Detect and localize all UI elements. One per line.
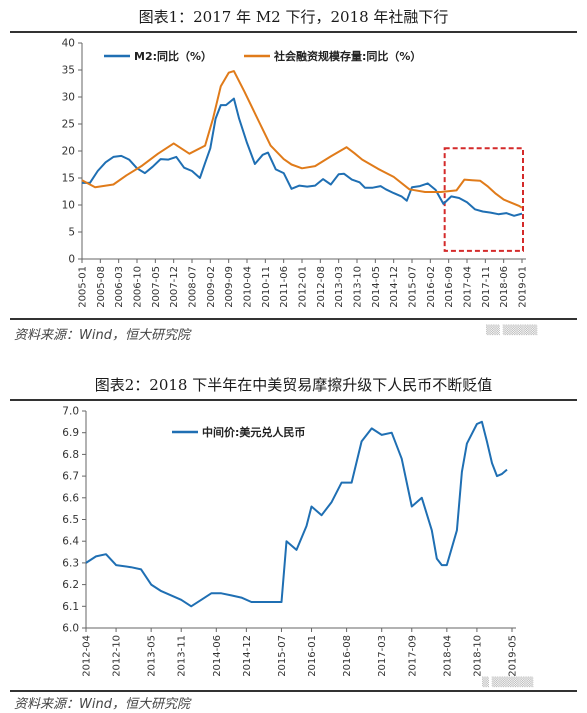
x-tick-label: 2010-11 bbox=[261, 266, 272, 308]
chart-panel-1: 图表1：2017 年 M2 下行，2018 年社融下行 0 5 10 15 20 25 30… bbox=[0, 0, 587, 352]
x-tick-label: 2012-01 bbox=[298, 266, 309, 308]
chart-2-plot: 6.0 6.1 6.2 6.3 6.4 6.5 6.6 6.7 6.8 6.9 7.0 2012-04… bbox=[62, 406, 519, 677]
y-tick-label: 40 bbox=[62, 38, 75, 50]
x-tick-label: 2019-01 bbox=[518, 266, 529, 308]
x-tick-label: 2011-06 bbox=[279, 266, 290, 308]
x-tick-label: 2016-01 bbox=[307, 635, 318, 677]
x-tick-label: 2006-03 bbox=[114, 266, 125, 308]
series-line-1 bbox=[82, 97, 523, 217]
y-tick-label: 6.8 bbox=[62, 449, 79, 461]
legend-label-2: 社会融资规模存量:同比（%） bbox=[273, 49, 421, 63]
x-tick-label: 2007-05 bbox=[151, 266, 162, 308]
legend-label-1: 中间价:美元兑人民币 bbox=[202, 425, 305, 439]
chart-2-source: 资料来源：Wind，恒大研究院 bbox=[14, 697, 190, 712]
x-tick-label: 2015-07 bbox=[277, 635, 288, 677]
chart-1-top-rule bbox=[10, 31, 577, 33]
x-tick-label: 2017-09 bbox=[407, 635, 418, 677]
x-tick-label: 2018-04 bbox=[442, 635, 453, 677]
x-tick-label: 2008-07 bbox=[188, 266, 199, 308]
x-tick-label: 2010-04 bbox=[243, 266, 254, 308]
y-tick-label: 6.4 bbox=[62, 536, 79, 548]
x-tick-label: 2005-08 bbox=[96, 266, 107, 308]
y-tick-label: 6.9 bbox=[62, 427, 79, 439]
x-tick-label: 2013-03 bbox=[334, 266, 345, 308]
x-tick-label: 2014-05 bbox=[371, 266, 382, 308]
series-line-1 bbox=[85, 420, 508, 608]
legend-label-1: M2:同比（%） bbox=[134, 49, 212, 63]
x-tick-label: 2009-02 bbox=[206, 266, 217, 308]
series-line-2 bbox=[81, 70, 523, 209]
y-tick-label: 6.3 bbox=[62, 557, 79, 569]
x-tick-label: 2017-03 bbox=[377, 635, 388, 677]
y-tick-label: 6.5 bbox=[62, 514, 79, 526]
x-tick-label: 2014-12 bbox=[242, 635, 253, 677]
chart-2-title: 图表2：2018 下半年在中美贸易摩擦升级下人民币不断贬值 bbox=[94, 376, 493, 394]
y-tick-label: 6.0 bbox=[62, 623, 79, 635]
x-tick-label: 2017-11 bbox=[481, 266, 492, 308]
watermark-2: ▒ ▒▒▒▒▒▒ bbox=[482, 678, 534, 688]
x-tick-label: 2013-11 bbox=[177, 635, 188, 677]
x-tick-label: 2009-09 bbox=[224, 266, 235, 308]
y-tick-label: 5 bbox=[68, 227, 75, 239]
x-tick-label: 2005-01 bbox=[78, 266, 89, 308]
y-tick-label: 6.7 bbox=[62, 471, 79, 483]
x-tick-label: 2016-09 bbox=[444, 266, 455, 308]
x-tick-label: 2017-04 bbox=[463, 266, 474, 308]
x-tick-label: 2015-07 bbox=[408, 266, 419, 308]
chart-1-plot: 0 5 10 15 20 25 30 35 40 2005-01 2005-08 2006-03 200… bbox=[62, 38, 529, 308]
x-tick-label: 2018-06 bbox=[499, 266, 510, 308]
chart-2-top-rule bbox=[10, 399, 577, 401]
y-tick-label: 35 bbox=[62, 65, 75, 77]
y-tick-label: 0 bbox=[68, 254, 75, 266]
x-tick-label: 2018-10 bbox=[472, 635, 483, 677]
chart-panel-2: 图表2：2018 下半年在中美贸易摩擦升级下人民币不断贬值 6.0 6.1 6.2 6… bbox=[0, 368, 587, 713]
y-tick-label: 6.2 bbox=[62, 579, 79, 591]
chart-1-title: 图表1：2017 年 M2 下行，2018 年社融下行 bbox=[138, 8, 449, 26]
y-tick-label: 15 bbox=[62, 173, 75, 185]
watermark-1: ▒▒ ▒▒▒▒▒ bbox=[486, 326, 538, 336]
y-tick-label: 10 bbox=[62, 200, 75, 212]
x-tick-label: 2007-12 bbox=[169, 266, 180, 308]
x-tick-label: 2019-05 bbox=[508, 635, 519, 677]
y-tick-label: 7.0 bbox=[62, 406, 79, 418]
chart-2-bottom-rule bbox=[10, 690, 577, 692]
x-tick-label: 2014-12 bbox=[389, 266, 400, 308]
x-tick-label: 2013-10 bbox=[353, 266, 364, 308]
x-tick-label: 2016-08 bbox=[342, 635, 353, 677]
x-tick-label: 2014-06 bbox=[212, 635, 223, 677]
chart-1-bottom-rule bbox=[10, 318, 577, 320]
y-tick-label: 20 bbox=[62, 146, 75, 158]
x-tick-label: 2006-10 bbox=[133, 266, 144, 308]
y-tick-label: 25 bbox=[62, 119, 75, 131]
x-tick-label: 2013-05 bbox=[147, 635, 158, 677]
y-tick-label: 6.1 bbox=[62, 601, 79, 613]
highlight-box bbox=[443, 147, 524, 252]
y-tick-label: 6.6 bbox=[62, 492, 79, 504]
x-tick-label: 2012-04 bbox=[82, 635, 93, 677]
x-tick-label: 2016-02 bbox=[426, 266, 437, 308]
y-tick-label: 30 bbox=[62, 92, 75, 104]
chart-1-source: 资料来源：Wind，恒大研究院 bbox=[14, 328, 190, 343]
x-tick-label: 2012-08 bbox=[316, 266, 327, 308]
x-tick-label: 2012-10 bbox=[112, 635, 123, 677]
